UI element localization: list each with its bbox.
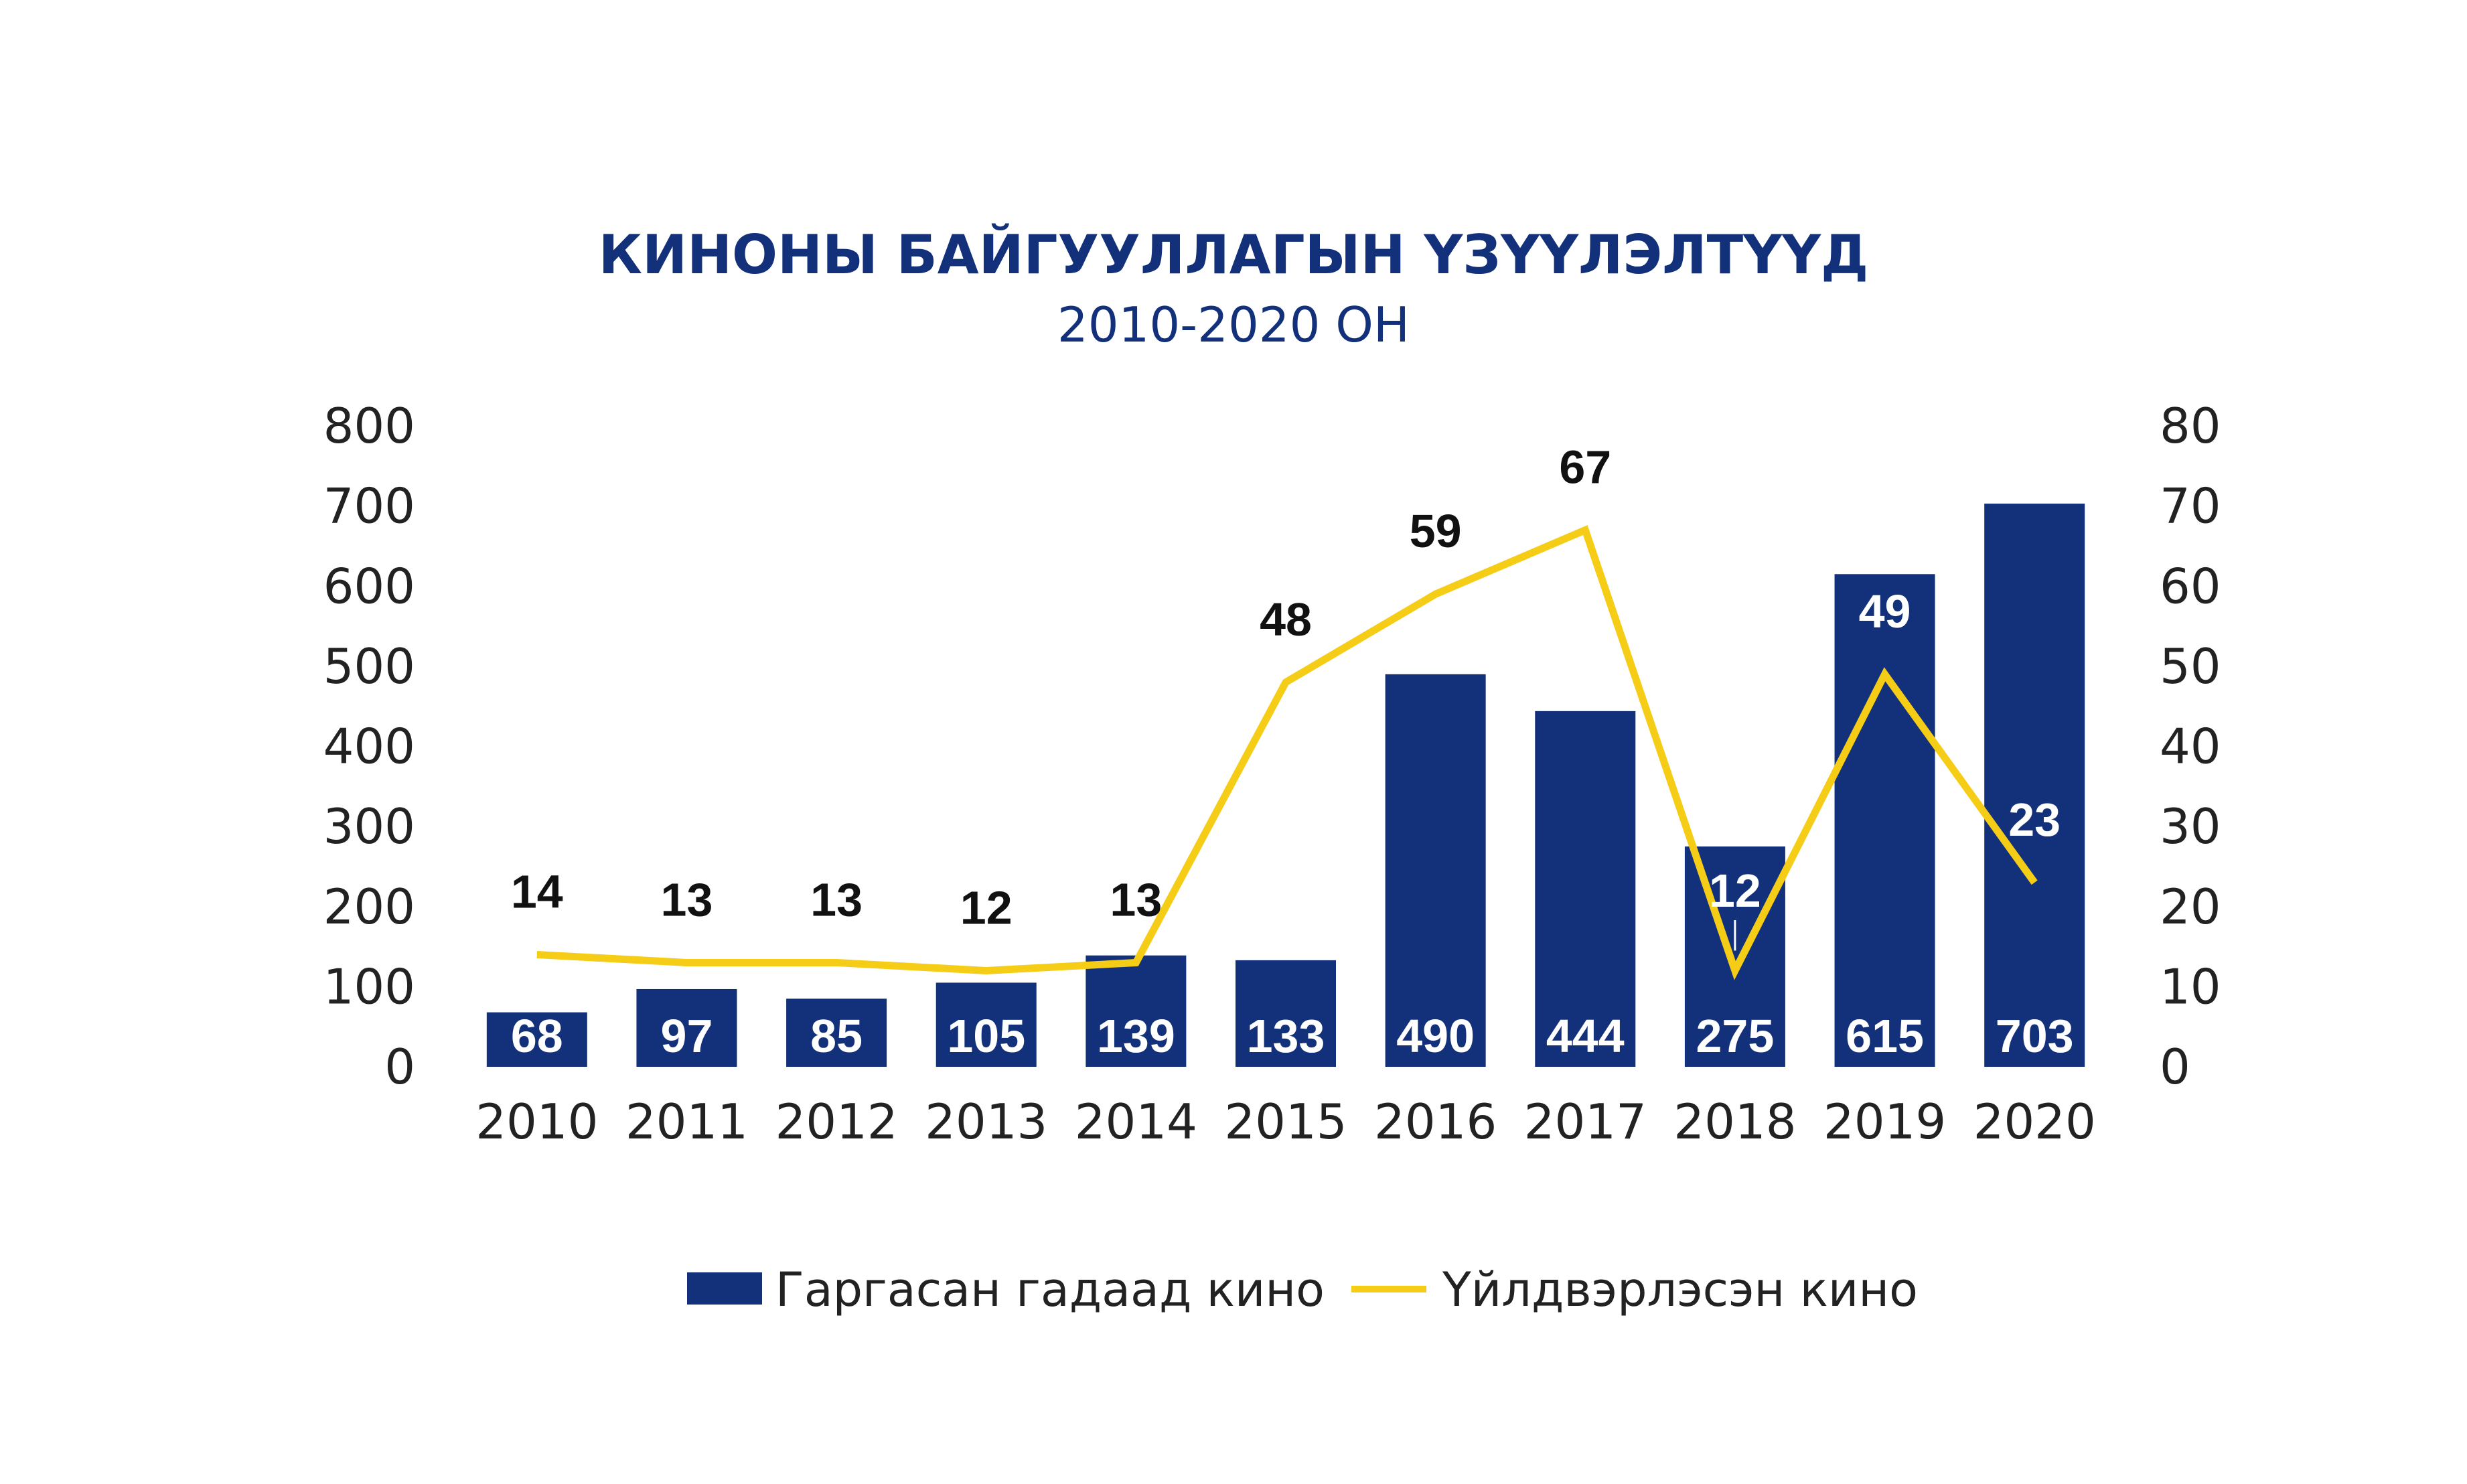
line-value-label: 48 [1260,593,1312,646]
x-axis: 2010 2011 2012 2013 2014 2015 2016 2017 2018 2019… [475,1094,2096,1150]
left-axis-tick-label: 500 [323,638,415,694]
legend-label-bar: Гаргасан гадаад кино [775,1262,1325,1317]
line-value-label: 14 [511,866,563,918]
bar-value-label: 85 [810,1010,863,1062]
right-axis-tick-label: 20 [2160,879,2221,935]
legend-swatch-bar [687,1272,762,1305]
bar [1086,955,1187,1067]
bar [1984,504,2085,1067]
right-axis-tick-label: 60 [2160,558,2221,614]
left-axis-tick-label: 300 [323,798,415,855]
right-axis-tick-label: 70 [2160,478,2221,534]
x-axis-tick-label: 2014 [1075,1094,1197,1150]
x-axis-tick-label: 2018 [1673,1094,1796,1150]
x-axis-tick-label: 2013 [925,1094,1047,1150]
bar-value-label: 105 [947,1010,1025,1062]
bar [486,1012,587,1067]
bar [936,982,1037,1067]
bar-value-label: 97 [661,1010,713,1062]
bar [1236,960,1336,1067]
line-path [536,525,2038,980]
x-axis-tick-label: 2011 [625,1094,748,1150]
legend: Гаргасан гадаад кино Үйлдвэрлэсэн кино [687,1262,1918,1317]
x-axis-tick-label: 2015 [1224,1094,1347,1150]
chart-subtitle: 2010-2020 ОН [1057,297,1410,353]
line-value-label: 13 [1110,873,1162,925]
bar-value-label: 444 [1546,1010,1625,1062]
left-axis-tick-label: 200 [323,879,415,935]
bar-data-labels: 68 97 85 105 139 133 490 444 275 615 703 [511,1010,2074,1062]
left-axis-tick-label: 100 [323,958,415,1015]
bar [1385,674,1486,1067]
bar-value-label: 139 [1097,1010,1175,1062]
bar [1834,574,1935,1067]
line-value-label: 49 [1859,585,1911,638]
line-value-label: 67 [1559,441,1611,494]
bar [786,998,887,1067]
right-axis-tick-label: 10 [2160,958,2221,1015]
right-axis-tick-label: 30 [2160,798,2221,855]
right-axis-tick-label: 80 [2160,398,2221,454]
x-axis-tick-label: 2010 [475,1094,598,1150]
line-value-label: 12 [1709,865,1761,917]
bar-series [486,504,2085,1067]
x-axis-tick-label: 2017 [1524,1094,1647,1150]
line-value-label: 59 [1410,505,1462,557]
line-value-label: 12 [960,881,1013,934]
left-axis-tick-label: 400 [323,719,415,775]
legend-label-line: Үйлдвэрлэсэн кино [1442,1262,1918,1317]
x-axis-tick-label: 2019 [1823,1094,1946,1150]
line-series [536,525,2038,980]
x-axis-tick-label: 2016 [1374,1094,1497,1150]
left-axis-tick-label: 0 [384,1039,415,1095]
right-axis-tick-label: 0 [2160,1039,2190,1095]
x-axis-tick-label: 2020 [1973,1094,2096,1150]
line-data-labels: 14 13 13 12 13 48 59 67 12 49 23 [511,441,2061,951]
right-axis-tick-label: 50 [2160,638,2221,694]
chart-title: КИНОНЫ БАЙГУУЛЛАГЫН ҮЗҮҮЛЭЛТҮҮД [599,223,1869,286]
left-y-axis: 0 100 200 300 400 500 600 700 800 [323,398,415,1095]
right-axis-tick-label: 40 [2160,719,2221,775]
right-y-axis: 0 10 20 30 40 50 60 70 80 [2160,398,2221,1095]
line-value-label: 13 [661,873,713,925]
legend-swatch-line [1351,1286,1426,1292]
bar [1535,711,1636,1067]
bar-value-label: 133 [1247,1010,1325,1062]
line-value-label: 23 [2008,794,2061,846]
bar-value-label: 703 [1996,1010,2074,1062]
bar-value-label: 490 [1396,1010,1475,1062]
bar-value-label: 615 [1846,1010,1924,1062]
bar-value-label: 275 [1696,1010,1775,1062]
bar [636,988,737,1067]
line-value-label: 13 [810,873,863,925]
x-axis-tick-label: 2012 [775,1094,897,1150]
left-axis-tick-label: 800 [323,398,415,454]
left-axis-tick-label: 600 [323,558,415,614]
bar-value-label: 68 [511,1010,563,1062]
left-axis-tick-label: 700 [323,478,415,534]
